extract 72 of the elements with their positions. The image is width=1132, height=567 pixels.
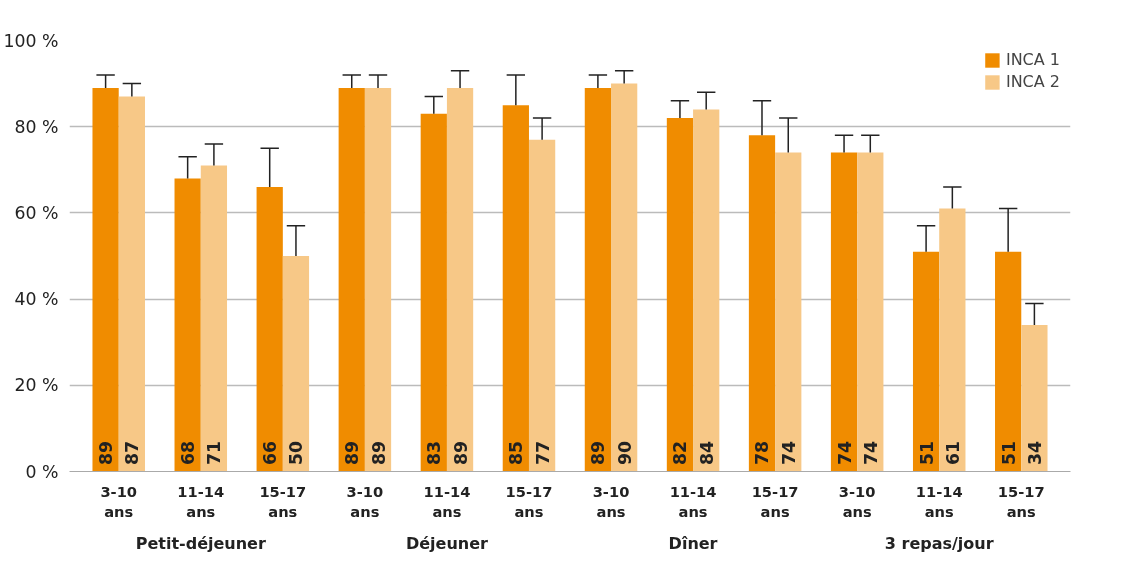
data-label: 90: [614, 440, 635, 466]
bar: [446, 87, 474, 472]
data-label: 68: [178, 440, 199, 466]
x-tick-label: 11-14 ans: [177, 482, 225, 520]
x-tick-label: 3-10 ans: [838, 482, 876, 520]
data-label: 50: [286, 440, 307, 466]
bar: [282, 256, 310, 472]
data-label: 89: [368, 440, 389, 466]
data-label: 84: [696, 440, 717, 466]
bar: [1021, 324, 1048, 472]
legend-label: INCA 2: [1005, 72, 1060, 91]
x-tick-label: 3-10 ans: [346, 482, 384, 520]
data-label: 74: [834, 440, 855, 466]
data-label: 89: [96, 440, 117, 466]
data-label: 74: [860, 440, 881, 466]
bar: [256, 187, 283, 472]
legend-label: INCA 1: [1005, 50, 1060, 69]
y-tick-label: 80 %: [14, 116, 59, 137]
x-tick-label: 11-14 ans: [669, 482, 717, 520]
x-tick-label: 3-10 ans: [100, 482, 138, 520]
y-tick-label: 0 %: [25, 461, 59, 482]
bar: [912, 251, 940, 472]
y-tick-label: 100 %: [3, 30, 59, 51]
bar: [666, 118, 694, 472]
data-label: 74: [778, 440, 799, 466]
data-label: 82: [670, 440, 691, 466]
x-tick-label: 15-17 ans: [505, 482, 553, 520]
bar: [584, 87, 612, 472]
bar: [420, 113, 447, 472]
data-label: 87: [122, 440, 143, 466]
bar: [364, 87, 392, 472]
data-label: 77: [532, 440, 553, 466]
bar: [200, 165, 228, 472]
bar: [174, 178, 201, 472]
data-label: 66: [260, 440, 281, 466]
y-tick-label: 20 %: [14, 375, 59, 396]
data-label: 34: [1024, 440, 1045, 466]
bar: [528, 139, 556, 472]
data-label: 51: [998, 440, 1019, 466]
bar: [502, 105, 529, 472]
text: Déjeuner: [405, 533, 489, 553]
x-tick-label: 15-17 ans: [259, 482, 307, 520]
data-label: 85: [506, 440, 527, 466]
text: 3 repas/jour: [884, 533, 994, 553]
bar: [118, 96, 145, 472]
text: Dîner: [668, 533, 718, 553]
y-tick-label: 40 %: [14, 289, 59, 310]
x-tick-label: 15-17 ans: [751, 482, 799, 520]
x-tick-label: 3-10 ans: [592, 482, 630, 520]
bar: [830, 152, 858, 472]
bar: [693, 109, 720, 472]
data-label: 89: [450, 440, 471, 466]
data-label: 71: [204, 440, 225, 466]
bar: [775, 152, 802, 472]
y-tick-label: 60 %: [14, 202, 59, 223]
bar: [748, 135, 776, 472]
x-tick-label: 11-14 ans: [915, 482, 963, 520]
data-label: 78: [752, 440, 773, 466]
data-label: 51: [916, 440, 937, 466]
bar: [338, 87, 365, 472]
data-label: 61: [942, 440, 963, 466]
x-tick-label: 15-17 ans: [997, 482, 1045, 520]
bar: [92, 87, 119, 472]
bar: [611, 83, 638, 472]
bar: [857, 152, 884, 472]
data-label: 83: [424, 440, 445, 466]
x-tick-label: 11-14 ans: [423, 482, 471, 520]
text: Petit-déjeuner: [135, 533, 266, 553]
data-label: 89: [588, 440, 609, 466]
bar: [995, 251, 1022, 472]
bar: [939, 208, 966, 472]
data-label: 89: [342, 440, 363, 466]
